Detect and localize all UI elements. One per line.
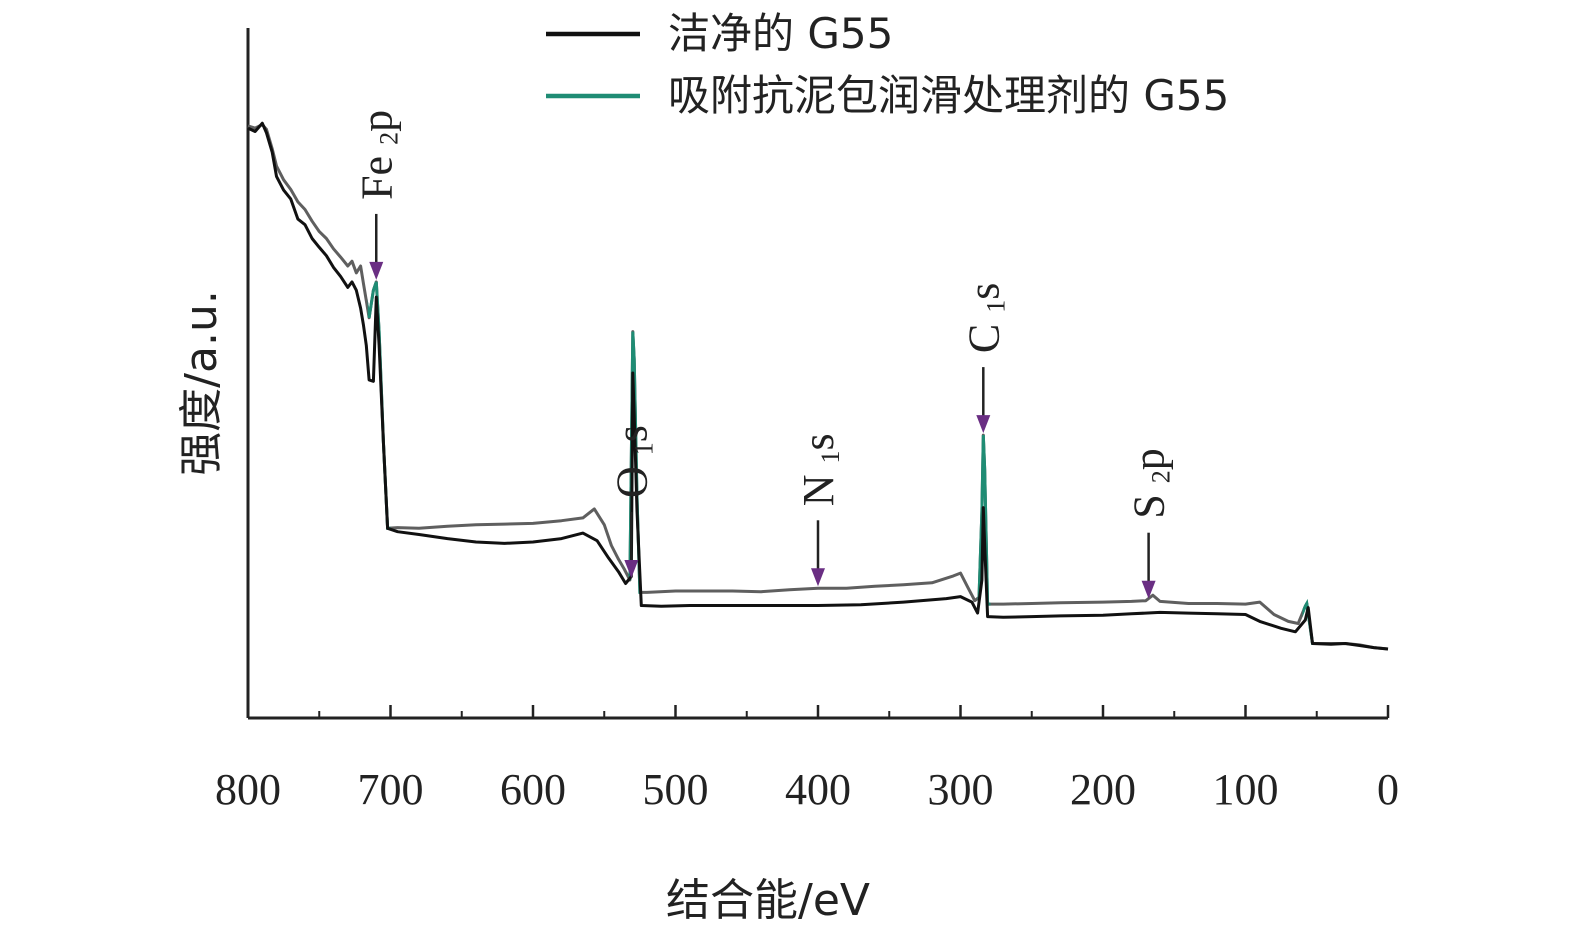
peak-annotation: N 1s — [794, 433, 845, 587]
x-tick-label: 100 — [1213, 765, 1279, 814]
series-lines — [247, 121, 1389, 651]
peak-annotation: S 2p — [1125, 448, 1176, 599]
x-axis-title: 结合能/eV — [666, 875, 870, 926]
peak-label: Fe 2p — [352, 110, 403, 200]
y-axis-title: 强度/a.u. — [176, 290, 227, 476]
peak-arrow-head — [811, 568, 825, 587]
x-tick-label: 200 — [1070, 765, 1136, 814]
legend: 洁净的 G55 吸附抗泥包润滑处理剂的 G55 — [546, 9, 1229, 120]
x-tick-label: 700 — [358, 765, 424, 814]
peak-arrow-head — [1141, 580, 1156, 599]
x-tick-label: 0 — [1377, 765, 1399, 814]
x-tick-label: 300 — [928, 765, 994, 814]
peak-arrow-head — [624, 560, 639, 578]
x-tick-label: 500 — [643, 765, 709, 814]
peak-annotations: Fe 2p O 1s N 1s C 1s S 2p — [352, 110, 1176, 599]
peak-label: O 1s — [607, 425, 658, 498]
peak-arrow-head — [976, 415, 991, 434]
peak-annotation: Fe 2p — [352, 110, 403, 280]
legend-label: 洁净的 G55 — [668, 9, 893, 58]
peak-label: C 1s — [959, 283, 1010, 353]
x-tick-label: 400 — [785, 765, 851, 814]
legend-label: 吸附抗泥包润滑处理剂的 G55 — [668, 71, 1229, 120]
peak-label: S 2p — [1125, 448, 1176, 518]
x-tick-label: 800 — [215, 765, 281, 814]
peak-annotation: O 1s — [607, 425, 658, 578]
x-tick-label: 600 — [500, 765, 566, 814]
peak-annotation: C 1s — [959, 283, 1010, 434]
x-ticks: 800 700 600 500 400 300 200 100 0 — [215, 705, 1399, 814]
peak-arrow-head — [369, 261, 384, 280]
peak-label: N 1s — [794, 433, 845, 506]
series-line — [247, 121, 1389, 651]
